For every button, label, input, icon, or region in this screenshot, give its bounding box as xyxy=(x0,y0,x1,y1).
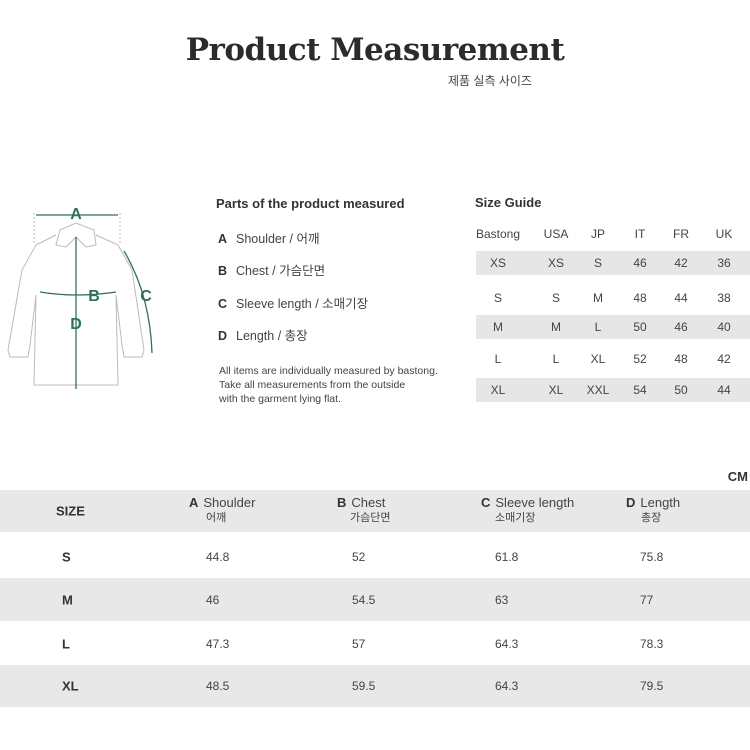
size-guide-row: M M L 50 46 40 xyxy=(476,315,750,339)
size-guide-row: XL XL XXL 54 50 44 xyxy=(476,378,750,402)
header-chest: B Chest 가슴단면 xyxy=(337,495,391,524)
measurement-cell: 57 xyxy=(352,636,366,651)
size-guide-cell: S xyxy=(593,256,603,270)
size-guide-cell: 42 xyxy=(674,256,688,270)
page-title: Product Measurement xyxy=(185,32,565,68)
size-guide-cell: 46 xyxy=(633,256,647,270)
size-guide-cell: USA xyxy=(543,227,569,241)
size-guide-cell: 50 xyxy=(633,320,647,334)
size-guide-cell: 48 xyxy=(674,352,688,366)
shirt-diagram: A B C D xyxy=(7,206,153,389)
size-guide-row: S S M 48 44 38 xyxy=(476,286,750,310)
size-guide-cell: 48 xyxy=(633,291,647,305)
measurement-cell: 77 xyxy=(640,592,654,607)
size-guide-cell: 44 xyxy=(674,291,688,305)
size-guide-cell: XL xyxy=(590,352,606,366)
measurement-row: XL 48.5 59.5 64.3 79.5 xyxy=(0,665,750,707)
size-guide-cell: XS xyxy=(547,256,565,270)
measurement-row: L 47.3 57 64.3 78.3 xyxy=(0,622,750,665)
size-cell: XL xyxy=(62,678,79,694)
parts-title: Parts of the product measured xyxy=(216,196,405,211)
label-c: C xyxy=(140,288,152,305)
measurement-cell: 63 xyxy=(495,592,509,607)
measurement-note: All items are individually measured by b… xyxy=(219,365,438,405)
size-guide-cell: 36 xyxy=(717,256,731,270)
measurement-cell: 64.3 xyxy=(495,679,519,693)
size-header: SIZE xyxy=(56,503,85,519)
label-d: D xyxy=(70,316,82,333)
header-length: D Length 총장 xyxy=(626,495,681,524)
page-subtitle: 제품 실측 사이즈 xyxy=(448,74,532,88)
size-guide-cell: L xyxy=(594,320,602,334)
size-guide-cell: 42 xyxy=(717,352,731,366)
size-guide-cell: 40 xyxy=(717,320,731,334)
measurement-cell: 47.3 xyxy=(206,636,230,651)
size-cell: M xyxy=(62,592,73,607)
measurement-header: SIZE A Shoulder 어깨 B Chest 가슴단면 C Sleeve leng… xyxy=(0,490,750,532)
measurement-row: S 44.8 52 61.8 75.8 xyxy=(0,535,750,578)
measurement-cell: 78.3 xyxy=(640,636,664,651)
size-guide-cell: L xyxy=(494,352,502,366)
measurement-cell: 52 xyxy=(352,549,366,564)
size-guide-cell: 46 xyxy=(674,320,688,334)
unit-label: CM xyxy=(727,469,748,484)
part-item: C Sleeve length / 소매기장 xyxy=(218,297,369,311)
part-item: A Shoulder / 어깨 xyxy=(218,232,320,246)
measurement-cell: 48.5 xyxy=(206,679,230,693)
part-item: D Length / 총장 xyxy=(218,329,308,343)
size-guide-cell: XXL xyxy=(586,383,610,397)
size-guide-cell: FR xyxy=(673,227,689,241)
size-guide-cell: M xyxy=(551,320,561,334)
size-guide-cell: 54 xyxy=(633,383,647,397)
size-guide-cell: XS xyxy=(489,256,507,270)
size-guide-cell: S xyxy=(493,291,503,305)
part-item: B Chest / 가슴단면 xyxy=(218,264,326,278)
measurement-cell: 54.5 xyxy=(352,592,376,607)
measurement-cell: 75.8 xyxy=(640,549,664,564)
size-guide-cell: UK xyxy=(715,227,733,241)
size-cell: S xyxy=(62,549,71,564)
size-guide-row: Bastong USA JP IT FR UK xyxy=(476,222,750,246)
measurement-cell: 46 xyxy=(206,592,220,607)
size-guide-cell: JP xyxy=(590,227,606,241)
size-cell: L xyxy=(62,636,70,651)
measurement-cell: 59.5 xyxy=(352,679,376,693)
label-a: A xyxy=(70,206,82,223)
measurement-cell: 44.8 xyxy=(206,549,230,564)
measurement-cell: 64.3 xyxy=(495,636,519,651)
size-guide-cell: XL xyxy=(490,383,506,397)
size-guide-row: L L XL 52 48 42 xyxy=(476,347,750,371)
size-guide-cell: Bastong xyxy=(475,227,521,241)
size-guide-cell: IT xyxy=(634,227,646,241)
size-guide-cell: 52 xyxy=(633,352,647,366)
size-guide-cell: 38 xyxy=(717,291,731,305)
size-guide-cell: M xyxy=(593,291,603,305)
measurement-cell: 61.8 xyxy=(495,549,519,564)
size-guide-row: XS XS S 46 42 36 xyxy=(476,251,750,275)
label-b: B xyxy=(88,288,100,305)
header-shoulder: A Shoulder 어깨 xyxy=(189,495,256,524)
size-guide-cell: 44 xyxy=(717,383,731,397)
size-guide-title: Size Guide xyxy=(475,195,542,210)
size-guide-cell: L xyxy=(552,352,560,366)
size-guide-cell: M xyxy=(493,320,503,334)
header-sleeve: C Sleeve length 소매기장 xyxy=(481,495,575,524)
size-guide-cell: S xyxy=(551,291,561,305)
size-guide-cell: 50 xyxy=(674,383,688,397)
measurement-row: M 46 54.5 63 77 xyxy=(0,578,750,621)
measurement-cell: 79.5 xyxy=(640,679,664,693)
size-guide-cell: XL xyxy=(548,383,564,397)
